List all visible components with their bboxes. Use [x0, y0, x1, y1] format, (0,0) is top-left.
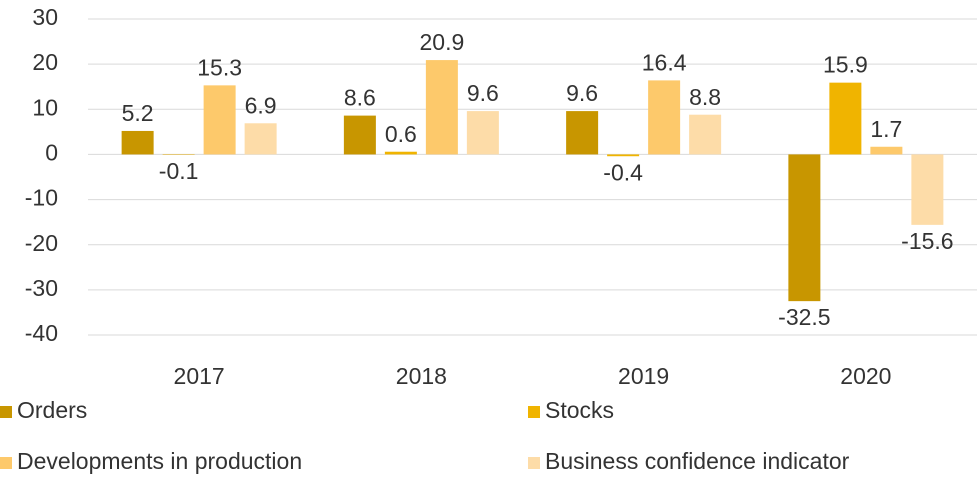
x-tick-label: 2017: [174, 363, 225, 389]
legend-label: Stocks: [545, 397, 614, 423]
y-tick-label: 10: [32, 94, 58, 120]
value-label: 8.6: [344, 85, 376, 111]
legend-swatch: [0, 406, 12, 418]
value-label: 8.8: [689, 84, 721, 110]
legend-swatch: [0, 457, 12, 469]
value-label: 9.6: [467, 80, 499, 106]
legend-swatch: [528, 457, 540, 469]
bar: [343, 115, 376, 155]
y-tick-label: -10: [25, 185, 58, 211]
bar: [384, 151, 417, 155]
value-label: 20.9: [419, 29, 464, 55]
value-label: 0.6: [385, 121, 417, 147]
x-tick-label: 2019: [618, 363, 669, 389]
value-label: 16.4: [642, 49, 687, 75]
value-label: -0.4: [603, 159, 643, 185]
y-tick-label: 20: [32, 49, 58, 75]
value-label: 15.3: [197, 54, 242, 80]
value-label: -0.1: [159, 158, 199, 184]
y-tick-label: -30: [25, 275, 58, 301]
x-tick-label: 2020: [840, 363, 891, 389]
value-label: -15.6: [901, 228, 953, 254]
value-label: 5.2: [122, 100, 154, 126]
bar: [911, 154, 944, 225]
bar: [566, 111, 599, 155]
bar: [466, 111, 499, 155]
bar: [829, 82, 862, 155]
y-tick-label: -40: [25, 320, 58, 346]
bar: [203, 85, 236, 155]
legend-label: Orders: [17, 397, 87, 423]
bar: [607, 154, 640, 157]
y-tick-label: 30: [32, 4, 58, 30]
bar: [121, 130, 154, 155]
bar: [788, 154, 821, 302]
legend-swatch: [528, 406, 540, 418]
bar: [425, 60, 458, 155]
y-tick-label: 0: [45, 140, 58, 166]
value-label: 1.7: [870, 116, 902, 142]
y-tick-label: -20: [25, 230, 58, 256]
legend-label: Business confidence indicator: [545, 448, 850, 474]
x-tick-label: 2018: [396, 363, 447, 389]
bar: [244, 123, 277, 155]
value-label: 15.9: [823, 52, 868, 78]
value-label: 6.9: [245, 92, 277, 118]
bar: [648, 80, 681, 155]
value-label: 9.6: [566, 80, 598, 106]
bar: [689, 114, 722, 155]
bar: [870, 146, 903, 155]
value-label: -32.5: [778, 304, 830, 330]
legend-label: Developments in production: [17, 448, 302, 474]
